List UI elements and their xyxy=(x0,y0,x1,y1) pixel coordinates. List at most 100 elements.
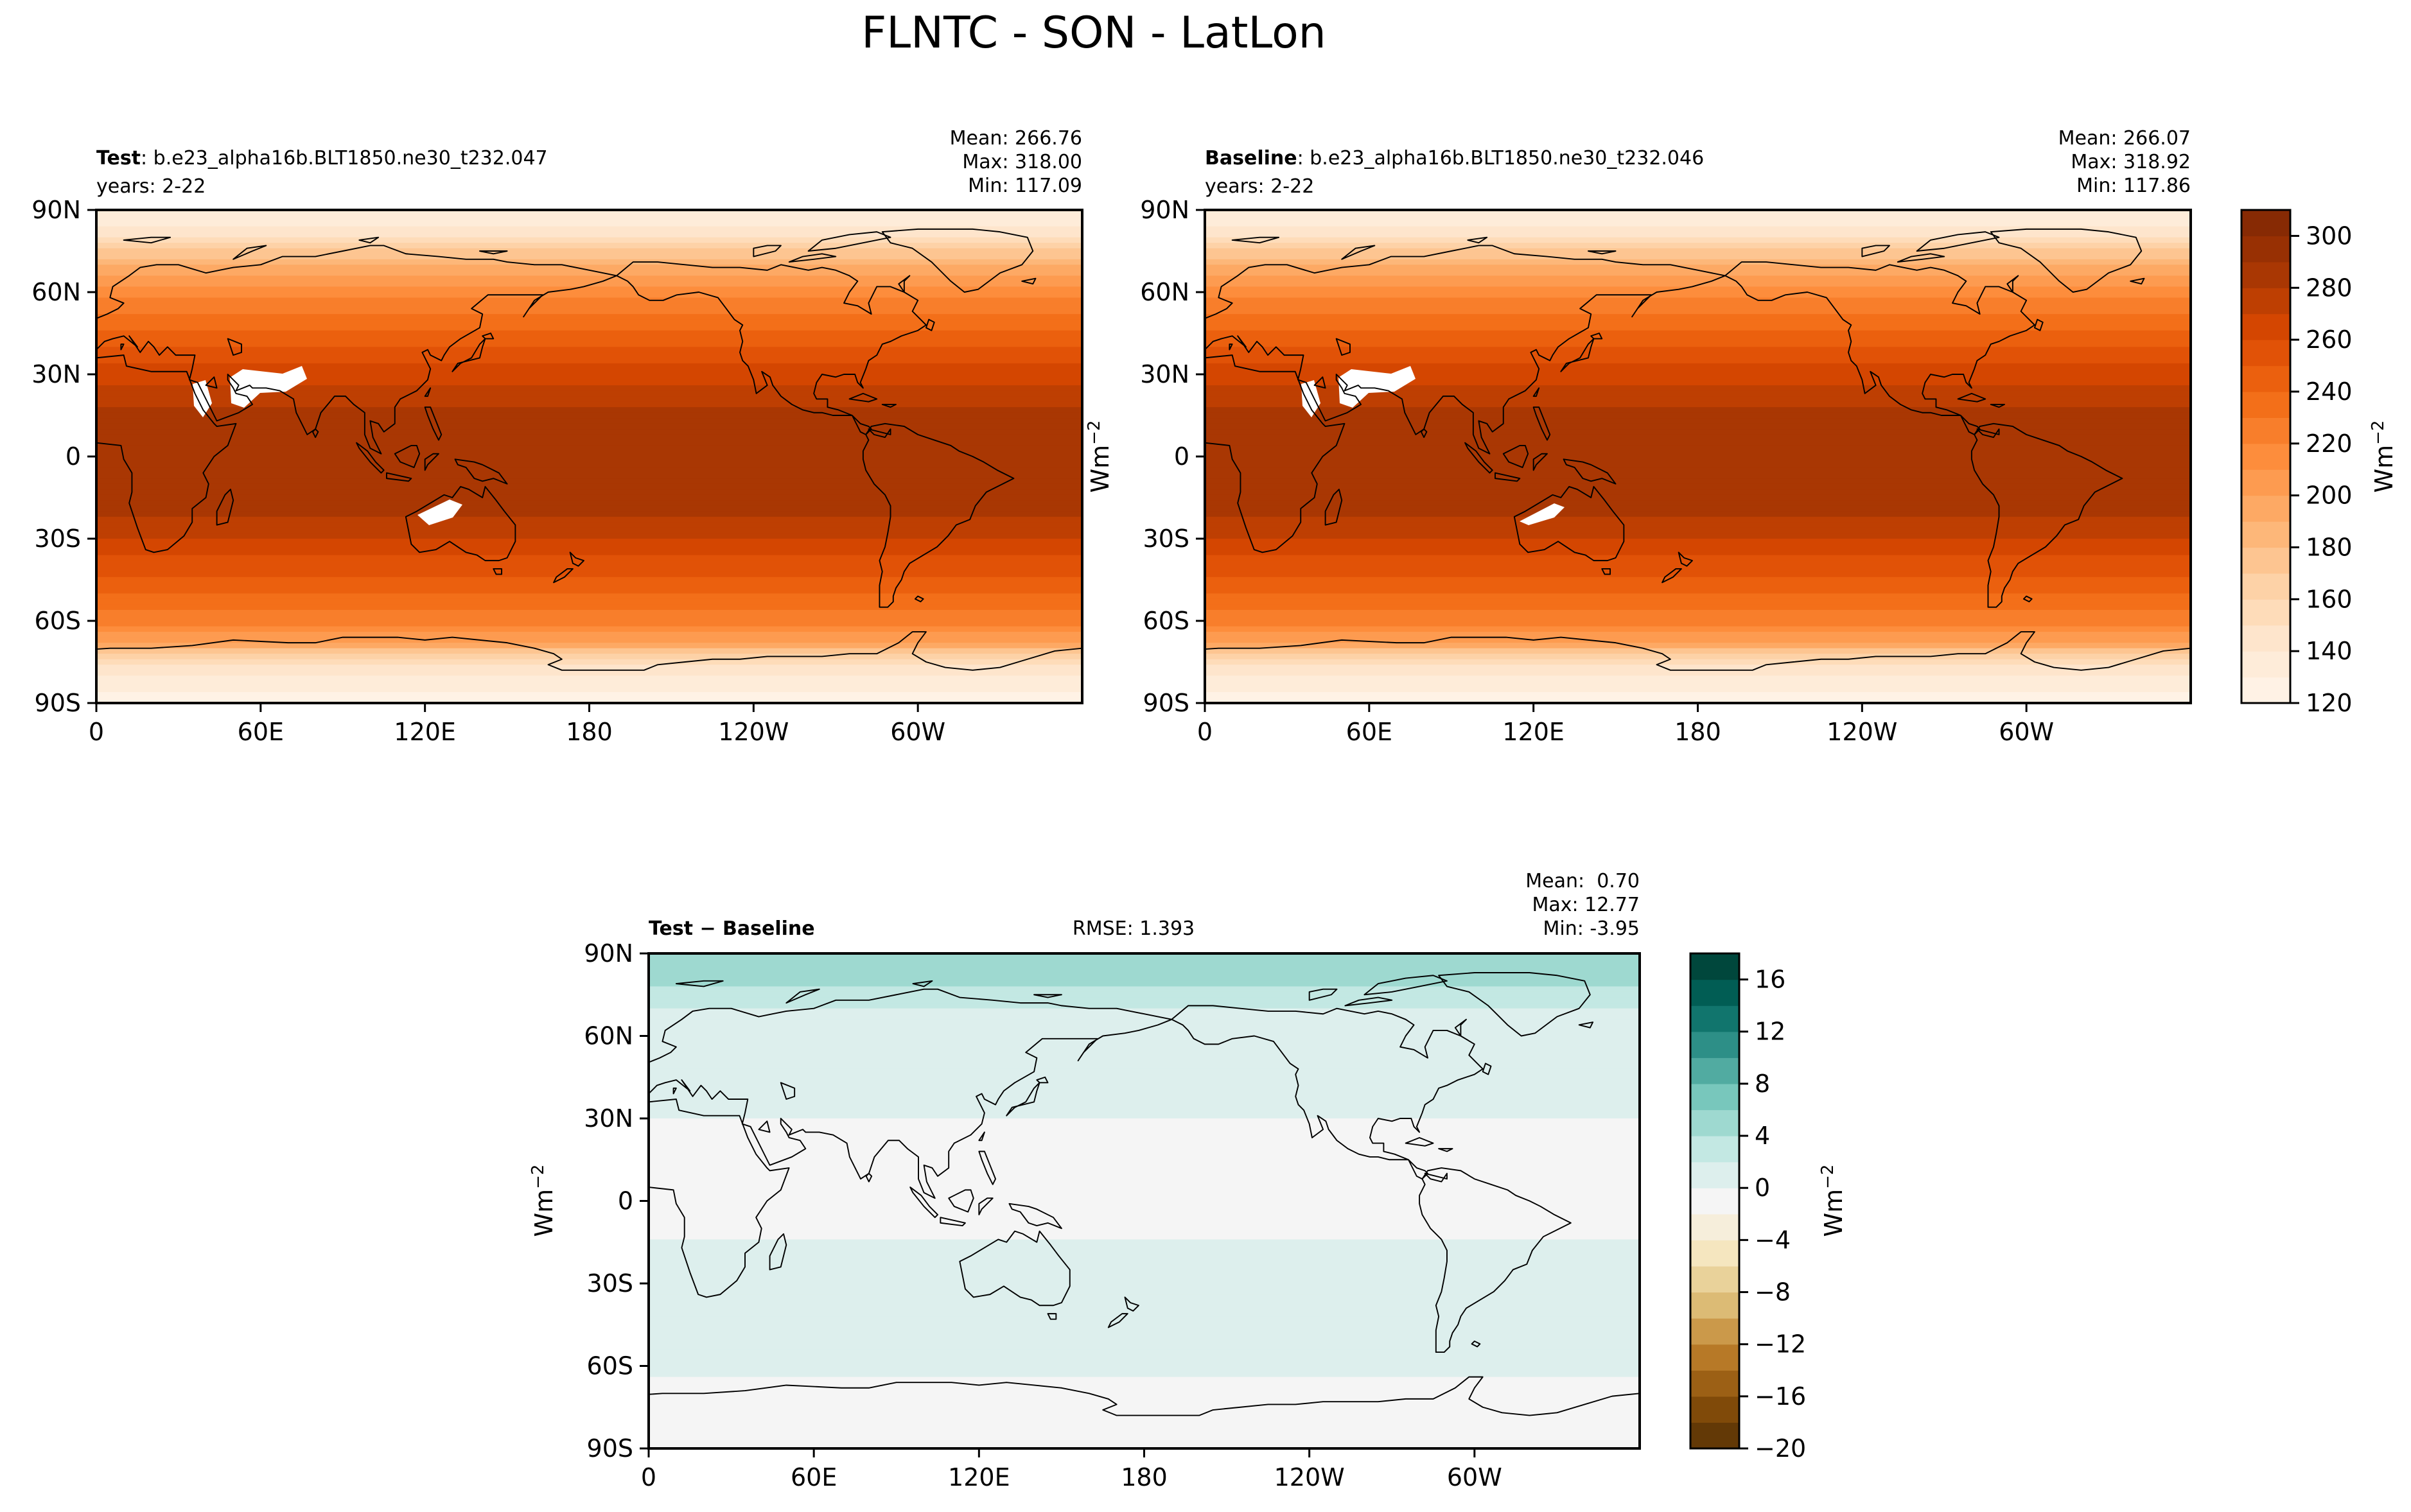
diff-colorbar-level xyxy=(1690,1109,1739,1136)
base-band xyxy=(1205,456,2191,463)
test-band xyxy=(96,604,1082,611)
base-band xyxy=(1205,604,2191,611)
diff-ylabel: Wm−2 xyxy=(529,1165,558,1237)
test-stat-mean: Mean: 266.76 xyxy=(950,127,1082,150)
base-band xyxy=(1205,243,2191,249)
test-band xyxy=(96,297,1082,304)
test-band xyxy=(96,215,1082,222)
diff-band xyxy=(649,1382,1640,1389)
base-band xyxy=(1205,539,2191,545)
base-band xyxy=(1205,582,2191,589)
diff-band xyxy=(649,1025,1640,1031)
diff-colorbar-tick-label: 8 xyxy=(1755,1070,1770,1098)
test-band xyxy=(96,243,1082,249)
base-colorbar-level xyxy=(2241,391,2290,418)
diff-lon-tick-label: 180 xyxy=(1121,1463,1168,1491)
test-band xyxy=(96,675,1082,682)
diff-band xyxy=(649,1134,1640,1142)
test-lat-axis: 90N 60N 30N 0 30S 60S 90S xyxy=(31,196,96,717)
base-band xyxy=(1205,336,2191,342)
diff-band xyxy=(649,1233,1640,1240)
diff-band xyxy=(649,1036,1640,1042)
base-lat-tick-label: 30S xyxy=(1143,525,1189,553)
diff-band xyxy=(649,1415,1640,1421)
diff-colorbar-level xyxy=(1690,1318,1739,1345)
base-band xyxy=(1205,248,2191,255)
diff-band xyxy=(649,1151,1640,1158)
diff-band xyxy=(649,1294,1640,1301)
diff-colorbar-level xyxy=(1690,1031,1739,1058)
diff-band xyxy=(649,1426,1640,1433)
base-band xyxy=(1205,648,2191,654)
test-band xyxy=(96,314,1082,320)
base-band xyxy=(1205,401,2191,408)
base-band xyxy=(1205,215,2191,222)
baseline-stat-min: Min: 117.86 xyxy=(2076,175,2191,197)
test-band xyxy=(96,473,1082,479)
diff-band xyxy=(649,1421,1640,1427)
base-colorbar-level xyxy=(2241,521,2290,548)
diff-lon-tick-label: 0 xyxy=(641,1463,656,1491)
diff-colorbar-frame xyxy=(1689,952,1740,1450)
test-panel-years: years: 2-22 xyxy=(96,175,206,198)
test-stat-min: Min: 117.09 xyxy=(968,175,1082,197)
diff-band xyxy=(649,1201,1640,1207)
test-band xyxy=(96,412,1082,419)
base-colorbar-level xyxy=(2241,443,2290,470)
diff-band xyxy=(649,1184,1640,1191)
diff-band xyxy=(649,1283,1640,1290)
test-lat-tick-label: 60N xyxy=(31,278,81,306)
test-lon-tick-label: 180 xyxy=(566,718,613,746)
base-colorbar-tick-label: 180 xyxy=(2306,533,2353,561)
test-field-map xyxy=(96,210,1082,703)
test-band xyxy=(96,681,1082,688)
test-band xyxy=(96,423,1082,430)
test-band xyxy=(96,396,1082,403)
diff-colorbar-level xyxy=(1690,1005,1739,1032)
base-band xyxy=(1205,577,2191,584)
base-band xyxy=(1205,659,2191,666)
diff-colorbar-tick-label: −4 xyxy=(1755,1226,1791,1254)
test-band xyxy=(96,665,1082,671)
test-band xyxy=(96,221,1082,227)
base-colorbar-level xyxy=(2241,469,2290,496)
test-panel: Test: b.e23_alpha16b.BLT1850.ne30_t232.0… xyxy=(31,127,1083,746)
base-band xyxy=(1205,286,2191,293)
base-lat-tick-label: 30N xyxy=(1140,360,1189,388)
diff-band xyxy=(649,1321,1640,1328)
test-band xyxy=(96,292,1082,299)
diff-lat-tick-label: 30N xyxy=(584,1104,633,1133)
diff-colorbar-level xyxy=(1690,1161,1739,1188)
baseline-lon-axis: 0 60E 120E 180 120W 60W xyxy=(1197,703,2054,746)
base-band xyxy=(1205,429,2191,435)
base-band xyxy=(1205,319,2191,326)
base-band xyxy=(1205,226,2191,232)
base-band xyxy=(1205,654,2191,660)
base-band xyxy=(1205,566,2191,572)
diff-band xyxy=(649,1179,1640,1185)
test-band xyxy=(96,429,1082,435)
test-panel-label: Test: b.e23_alpha16b.BLT1850.ne30_t232.0… xyxy=(96,147,548,169)
test-band xyxy=(96,407,1082,413)
test-band xyxy=(96,259,1082,266)
test-band xyxy=(96,478,1082,485)
test-band xyxy=(96,363,1082,370)
test-band xyxy=(96,621,1082,627)
diff-band xyxy=(649,1173,1640,1180)
test-band xyxy=(96,286,1082,293)
diff-band xyxy=(649,1360,1640,1367)
diff-band xyxy=(649,964,1640,971)
test-band xyxy=(96,352,1082,359)
diff-colorbar-level xyxy=(1690,1396,1739,1423)
base-colorbar-tick-label: 260 xyxy=(2306,326,2353,354)
diff-panel-label: Test − Baseline xyxy=(649,917,815,940)
base-band xyxy=(1205,637,2191,643)
base-band xyxy=(1205,632,2191,638)
test-band xyxy=(96,401,1082,408)
base-band xyxy=(1205,609,2191,616)
baseline-colorbar: 300 280 260 240 220 200 180 160 140 120 xyxy=(2240,209,2353,717)
test-band xyxy=(96,659,1082,666)
diff-band xyxy=(649,1074,1640,1081)
base-colorbar-tick-label: 280 xyxy=(2306,274,2353,302)
diff-band xyxy=(649,959,1640,965)
